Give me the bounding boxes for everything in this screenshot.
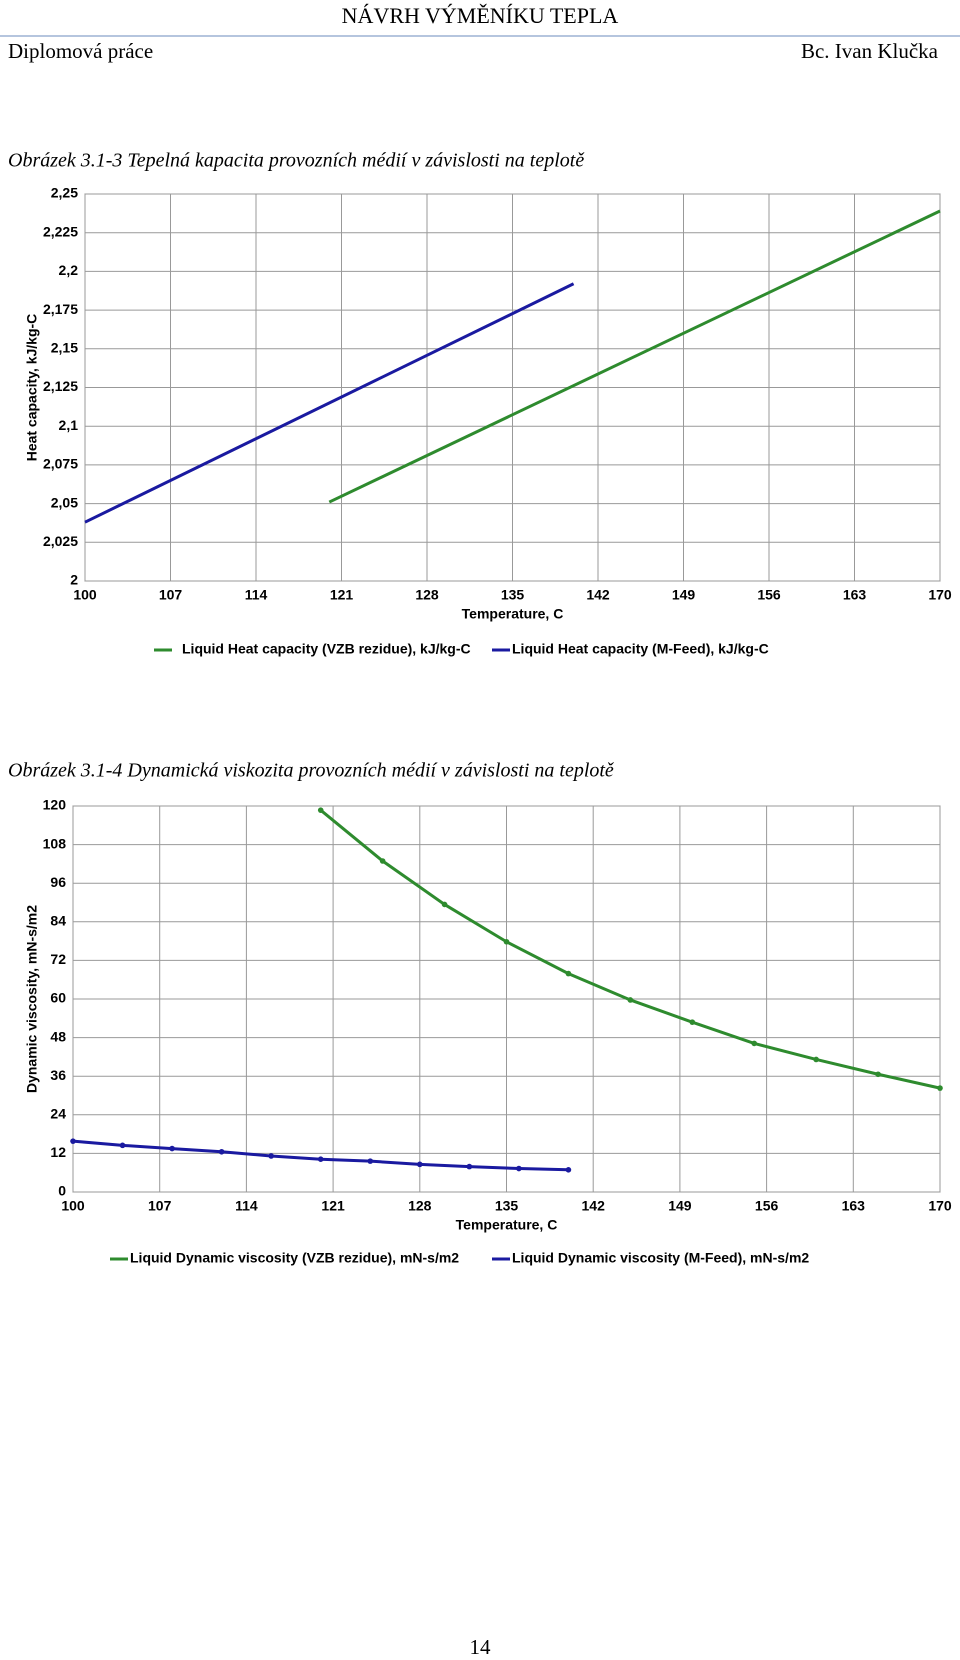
x-tick-label: 142: [582, 1198, 606, 1214]
figure-caption: Obrázek 3.1-3 Tepelná kapacita provozníc…: [8, 150, 584, 172]
point-marker: [751, 1040, 758, 1047]
y-tick-label: 60: [50, 990, 66, 1006]
y-axis-label: Dynamic viscosity, mN-s/m2: [24, 905, 40, 1093]
y-tick-label: 2: [70, 572, 78, 588]
x-tick-label: 170: [928, 587, 952, 603]
x-tick-label: 100: [61, 1198, 85, 1214]
point-marker: [503, 938, 510, 945]
y-tick-label: 2,1: [59, 417, 79, 433]
point-marker: [441, 901, 448, 908]
series-line: [84, 282, 575, 524]
point-marker: [565, 1167, 572, 1173]
x-tick-label: 100: [73, 587, 97, 603]
x-tick-label: 107: [159, 587, 183, 603]
x-tick-label: 149: [672, 587, 696, 603]
point-marker: [218, 1148, 225, 1155]
header-title: NÁVRH VÝMĚNÍKU TEPLA: [342, 3, 619, 28]
y-tick-label: 2,025: [43, 533, 78, 549]
y-tick-label: 72: [50, 951, 66, 967]
x-tick-label: 114: [235, 1198, 258, 1214]
x-axis-label: Temperature, C: [456, 1217, 558, 1233]
point-marker: [875, 1071, 881, 1078]
y-tick-label: 2,225: [43, 223, 78, 239]
y-tick-label: 120: [43, 797, 67, 813]
series-line: [328, 209, 941, 504]
point-marker: [417, 1161, 423, 1168]
x-tick-label: 135: [495, 1198, 519, 1214]
y-tick-label: 2,175: [43, 301, 78, 317]
x-tick-label: 121: [321, 1198, 345, 1214]
y-tick-label: 36: [50, 1067, 66, 1083]
point-marker: [689, 1019, 696, 1025]
legend-label: Liquid Dynamic viscosity (M-Feed), mN-s/…: [512, 1250, 809, 1266]
x-tick-label: 163: [842, 1198, 866, 1214]
legend-label: Liquid Heat capacity (VZB rezidue), kJ/k…: [182, 641, 471, 657]
point-marker: [317, 807, 324, 813]
x-tick-label: 107: [148, 1198, 172, 1214]
point-marker: [268, 1153, 274, 1159]
y-tick-label: 12: [50, 1144, 66, 1160]
x-tick-label: 156: [757, 587, 781, 603]
point-marker: [565, 970, 572, 977]
x-tick-label: 156: [755, 1198, 779, 1214]
y-axis-label: Heat capacity, kJ/kg-C: [24, 314, 40, 462]
header-right: Bc. Ivan Klučka: [801, 39, 939, 63]
y-tick-label: 0: [58, 1183, 66, 1199]
x-tick-label: 135: [501, 587, 525, 603]
point-marker: [379, 858, 386, 864]
point-marker: [70, 1138, 76, 1144]
y-tick-label: 2,25: [51, 185, 78, 201]
y-tick-label: 2,15: [51, 340, 78, 356]
y-tick-label: 84: [50, 913, 66, 929]
x-tick-label: 142: [586, 587, 610, 603]
x-axis-label: Temperature, C: [462, 606, 564, 622]
legend-label: Liquid Heat capacity (M-Feed), kJ/kg-C: [512, 641, 769, 657]
y-tick-label: 24: [50, 1106, 66, 1122]
point-marker: [516, 1165, 522, 1172]
y-tick-label: 2,125: [43, 378, 78, 394]
y-tick-label: 2,05: [51, 494, 78, 510]
page-number: 14: [470, 1635, 492, 1659]
point-marker: [317, 1156, 324, 1162]
header-left: Diplomová práce: [8, 39, 153, 63]
point-marker: [169, 1145, 175, 1152]
point-marker: [367, 1158, 374, 1164]
figure-caption: Obrázek 3.1-4 Dynamická viskozita provoz…: [8, 760, 614, 782]
y-tick-label: 48: [50, 1028, 66, 1044]
y-tick-label: 2,075: [43, 456, 78, 472]
x-tick-label: 121: [330, 587, 354, 603]
point-marker: [937, 1085, 943, 1091]
x-tick-label: 114: [245, 587, 268, 603]
point-marker: [627, 997, 634, 1003]
x-tick-label: 163: [843, 587, 867, 603]
x-tick-label: 149: [668, 1198, 692, 1214]
y-tick-label: 108: [43, 835, 67, 851]
point-marker: [466, 1163, 473, 1170]
x-tick-label: 170: [928, 1198, 952, 1214]
point-marker: [813, 1056, 819, 1063]
y-tick-label: 2,2: [59, 262, 79, 278]
point-marker: [119, 1142, 126, 1149]
x-tick-label: 128: [408, 1198, 432, 1214]
x-tick-label: 128: [415, 587, 439, 603]
legend-label: Liquid Dynamic viscosity (VZB rezidue), …: [130, 1250, 459, 1266]
y-tick-label: 96: [50, 874, 66, 890]
